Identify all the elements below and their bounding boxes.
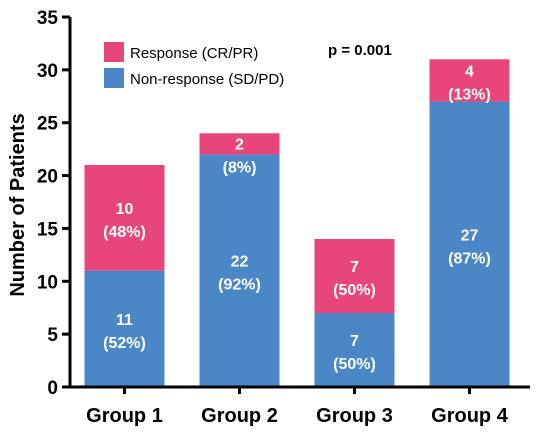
legend-swatch [104, 68, 124, 88]
legend: Response (CR/PR) Non-response (SD/PD) [104, 42, 284, 88]
bar-data-label: 11 [116, 312, 133, 329]
y-tick-label: 15 [37, 219, 59, 240]
bar-segment [429, 101, 510, 388]
x-category-label: Group 2 [201, 405, 278, 427]
x-axis: Group 1 Group 2 Group 3 Group 4 [68, 385, 530, 427]
legend-swatch [104, 42, 124, 62]
bar-data-label: (48%) [103, 224, 146, 241]
legend-label: Non-response (SD/PD) [130, 71, 284, 88]
bars-layer: 11 (52%) 10 (48%) 22 (92%) 2 (8%) 7 (50%) 7 (50%) 27… [84, 59, 510, 388]
y-tick-label: 5 [47, 325, 58, 346]
y-tick-label: 0 [47, 378, 58, 399]
y-tick-label: 10 [37, 272, 58, 293]
y-tick-label: 20 [37, 167, 58, 188]
bar-data-label: (50%) [333, 356, 376, 373]
bar-segment [314, 239, 395, 313]
bar-data-label: 22 [231, 254, 249, 271]
bar-segment [199, 154, 280, 387]
bar-data-label: 7 [350, 333, 359, 350]
bar-segment [429, 59, 510, 102]
bar-segment [84, 165, 165, 271]
bar-data-label: (52%) [103, 335, 146, 352]
bar-data-label: 2 [235, 136, 244, 153]
x-category-label: Group 3 [316, 405, 393, 427]
bar-data-label: (87%) [448, 250, 491, 267]
bar-segment [314, 313, 395, 387]
y-tick-label: 25 [37, 114, 59, 135]
legend-label: Response (CR/PR) [130, 45, 258, 62]
bar-segment [199, 133, 280, 155]
y-tick-label: 30 [37, 61, 58, 82]
x-category-label: Group 4 [431, 405, 509, 427]
bar-data-label: 10 [116, 201, 134, 218]
bar-data-label: 4 [465, 63, 474, 80]
bar-segment [84, 270, 165, 387]
x-category-label: Group 1 [86, 405, 163, 427]
bar-data-label: (92%) [218, 277, 261, 294]
y-tick-label: 35 [37, 8, 59, 29]
p-value-annotation: p = 0.001 [328, 42, 392, 59]
y-axis: 0 5 10 15 20 25 30 35 [37, 8, 72, 399]
bar-data-label: (8%) [223, 159, 257, 176]
bar-data-label: 7 [350, 259, 359, 276]
y-axis-title: Number of Patients [7, 113, 29, 296]
bar-data-label: 27 [461, 227, 479, 244]
bar-data-label: (13%) [448, 86, 491, 103]
bar-data-label: (50%) [333, 282, 376, 299]
